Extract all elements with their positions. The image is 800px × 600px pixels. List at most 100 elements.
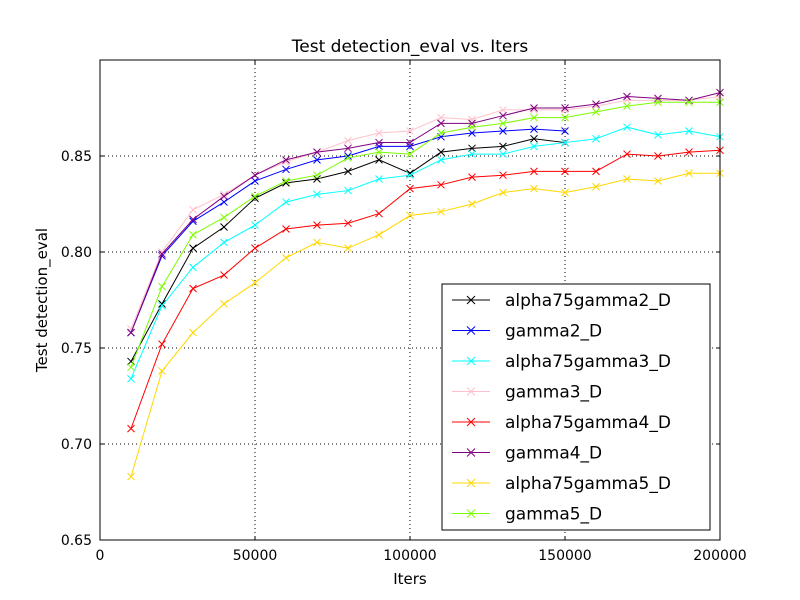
data-point-marker — [592, 107, 600, 116]
data-point-marker — [127, 328, 135, 337]
series-line-alpha75gamma3_D — [130, 126, 721, 379]
data-point-marker — [530, 184, 538, 193]
legend-box — [441, 283, 711, 531]
data-point-marker — [468, 200, 476, 208]
data-point-marker — [189, 328, 197, 337]
series-line-gamma5_D — [130, 101, 720, 368]
data-point-marker — [592, 182, 600, 191]
data-point-marker — [561, 127, 569, 135]
x-tick-label: 200000 — [693, 548, 746, 564]
legend-marker-sample — [466, 478, 476, 488]
data-point-marker — [561, 104, 569, 112]
data-point-marker — [499, 127, 507, 135]
data-point-marker — [530, 142, 538, 151]
data-point-marker — [592, 167, 600, 176]
data-point-marker — [685, 148, 693, 157]
data-point-marker — [282, 198, 290, 206]
data-point-marker — [530, 167, 538, 176]
data-point-marker — [189, 284, 197, 293]
data-point-marker — [313, 238, 321, 247]
data-point-marker — [437, 180, 445, 189]
data-point-marker — [313, 155, 321, 164]
data-point-marker — [623, 150, 631, 158]
series-line-alpha75gamma4_D — [130, 149, 721, 429]
data-point-marker — [406, 138, 414, 147]
data-point-marker — [158, 248, 166, 256]
data-point-marker — [251, 171, 259, 180]
data-point-marker — [468, 123, 476, 132]
data-point-marker — [189, 263, 197, 272]
data-point-marker — [437, 129, 445, 137]
data-point-marker — [499, 111, 507, 120]
data-point-marker — [499, 142, 507, 151]
data-point-marker — [375, 209, 383, 218]
series-gamma5_D — [127, 98, 724, 372]
data-point-marker — [158, 299, 166, 308]
data-point-marker — [220, 192, 228, 201]
data-point-marker — [685, 98, 693, 107]
data-point-marker — [499, 150, 507, 158]
data-point-marker — [189, 244, 197, 253]
legend-marker-sample — [466, 356, 476, 366]
data-point-marker — [623, 96, 631, 105]
data-point-marker — [158, 301, 166, 310]
data-point-marker — [282, 155, 290, 164]
axis-ticks: 0 50000 100000 150000 200000 0.65 0.70 0.75 0.80… — [61, 60, 747, 564]
y-tick-label: 0.75 — [61, 341, 92, 357]
data-point-marker — [251, 177, 259, 185]
data-point-marker — [375, 148, 383, 157]
data-point-marker — [189, 205, 197, 214]
data-point-marker — [189, 217, 197, 226]
data-point-marker — [654, 131, 662, 139]
data-point-marker — [127, 357, 135, 366]
data-point-marker — [561, 138, 569, 147]
data-point-marker — [251, 278, 259, 287]
data-point-marker — [282, 225, 290, 233]
data-point-marker — [375, 230, 383, 239]
data-point-marker — [468, 115, 476, 124]
x-tick-label: 50000 — [233, 548, 278, 564]
data-point-marker — [313, 175, 321, 183]
data-point-marker — [623, 102, 631, 110]
data-point-marker — [437, 207, 445, 216]
data-point-marker — [623, 175, 631, 183]
data-point-marker — [437, 119, 445, 128]
y-tick-label: 0.65 — [61, 533, 92, 549]
legend-marker-sample — [466, 509, 476, 518]
series-alpha75gamma3_D — [127, 123, 724, 383]
legend-marker-sample — [466, 295, 476, 305]
data-point-marker — [561, 188, 569, 197]
data-point-marker — [654, 98, 662, 107]
legend-entry-label: gamma3_D — [505, 383, 602, 403]
chart-title: Test detection_eval vs. Iters — [291, 37, 529, 57]
x-tick-label: 150000 — [538, 548, 591, 564]
data-point-marker — [220, 238, 228, 247]
legend-entry-label: alpha75gamma5_D — [505, 474, 671, 494]
legend: alpha75gamma2_D gamma2_D alpha75gamma3_Dga… — [441, 283, 711, 531]
legend-entry-label: gamma4_D — [505, 444, 602, 464]
data-point-marker — [189, 215, 197, 224]
data-point-marker — [251, 221, 259, 229]
data-point-marker — [127, 472, 135, 481]
data-point-marker — [313, 190, 321, 199]
data-point-marker — [499, 171, 507, 180]
data-point-marker — [530, 134, 538, 143]
data-point-marker — [654, 177, 662, 185]
data-point-marker — [530, 113, 538, 122]
y-axis-label: Test detection_eval — [33, 228, 52, 373]
data-point-marker — [406, 150, 414, 158]
data-point-marker — [561, 113, 569, 122]
legend-entry-label: alpha75gamma2_D — [505, 291, 671, 311]
data-point-marker — [468, 173, 476, 181]
data-point-marker — [406, 127, 414, 135]
data-point-marker — [344, 136, 352, 145]
data-point-marker — [313, 221, 321, 229]
series-gamma4_D — [127, 88, 724, 337]
data-point-marker — [406, 184, 414, 193]
data-point-marker — [344, 144, 352, 153]
series-line-gamma4_D — [130, 92, 721, 333]
data-point-marker — [592, 134, 600, 143]
data-point-marker — [344, 167, 352, 176]
data-point-marker — [375, 155, 383, 164]
